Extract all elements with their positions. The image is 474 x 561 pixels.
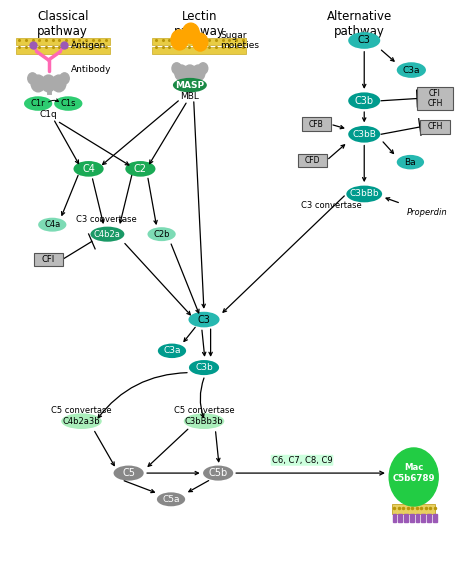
Text: C3bBb: C3bBb [349, 190, 379, 199]
FancyBboxPatch shape [298, 154, 327, 167]
Text: C5: C5 [122, 468, 135, 478]
Text: C1s: C1s [61, 99, 76, 108]
Circle shape [389, 448, 438, 506]
Text: C3: C3 [358, 35, 371, 45]
Ellipse shape [173, 78, 207, 93]
FancyBboxPatch shape [152, 47, 246, 54]
Text: Ba: Ba [405, 158, 416, 167]
Circle shape [175, 65, 188, 81]
FancyBboxPatch shape [420, 120, 450, 134]
Text: MBL: MBL [181, 92, 199, 101]
Ellipse shape [189, 360, 219, 375]
Text: Alternative
pathway: Alternative pathway [327, 10, 392, 38]
Text: C6, C7, C8, C9: C6, C7, C8, C9 [272, 456, 332, 465]
Bar [410, 514, 414, 522]
Ellipse shape [203, 466, 233, 481]
Bar [404, 514, 408, 522]
Text: CFH: CFH [427, 122, 443, 131]
Text: C3: C3 [198, 315, 210, 325]
Circle shape [198, 63, 208, 74]
Text: C5a: C5a [162, 495, 180, 504]
Text: Antigen: Antigen [71, 41, 106, 50]
FancyBboxPatch shape [34, 252, 63, 266]
FancyBboxPatch shape [16, 47, 110, 54]
Bar [398, 514, 402, 522]
Text: C4b2a3b: C4b2a3b [63, 417, 100, 426]
Ellipse shape [189, 312, 219, 328]
Text: C5 convertase: C5 convertase [51, 406, 112, 415]
Text: C3a: C3a [163, 346, 181, 355]
Text: MASP: MASP [175, 81, 204, 90]
Ellipse shape [397, 62, 426, 78]
Text: C4b2a: C4b2a [94, 229, 121, 238]
Text: C3 convertase: C3 convertase [301, 201, 362, 210]
Ellipse shape [125, 161, 155, 177]
Ellipse shape [158, 343, 186, 358]
Text: C2b: C2b [154, 229, 170, 238]
Text: CFB: CFB [309, 119, 324, 128]
Ellipse shape [61, 413, 102, 429]
Bar [421, 514, 425, 522]
Bar [433, 514, 437, 522]
Text: CFI
CFH: CFI CFH [427, 89, 443, 108]
FancyBboxPatch shape [152, 38, 246, 45]
Text: CFD: CFD [305, 156, 320, 165]
Text: Properdin: Properdin [407, 208, 447, 217]
Bar [427, 514, 431, 522]
Circle shape [183, 65, 197, 81]
Text: Mac
C5b6789: Mac C5b6789 [392, 463, 435, 483]
Ellipse shape [184, 413, 224, 429]
FancyBboxPatch shape [392, 504, 435, 514]
Ellipse shape [397, 155, 424, 169]
Text: C3b: C3b [355, 96, 374, 106]
Text: C3bB: C3bB [352, 130, 376, 139]
Circle shape [192, 65, 205, 81]
Text: Antibody: Antibody [71, 65, 112, 74]
Ellipse shape [38, 218, 66, 232]
Ellipse shape [73, 161, 104, 177]
Text: C5b: C5b [209, 468, 228, 478]
Text: Lectin
pathway: Lectin pathway [174, 10, 225, 38]
Ellipse shape [54, 96, 82, 111]
Text: C1q: C1q [40, 110, 57, 119]
Circle shape [171, 30, 188, 50]
Ellipse shape [348, 32, 380, 49]
Bar [416, 514, 419, 522]
Circle shape [60, 73, 69, 84]
Ellipse shape [348, 126, 380, 142]
Bar [392, 514, 396, 522]
FancyBboxPatch shape [301, 117, 331, 131]
Circle shape [41, 75, 55, 92]
FancyBboxPatch shape [417, 87, 453, 111]
Text: C3b: C3b [195, 363, 213, 372]
Text: C3bBb3b: C3bBb3b [185, 417, 223, 426]
Circle shape [31, 75, 45, 92]
Ellipse shape [348, 93, 380, 109]
Text: C4: C4 [82, 164, 95, 174]
Ellipse shape [114, 466, 144, 481]
Ellipse shape [346, 186, 382, 203]
Ellipse shape [24, 96, 52, 111]
Text: C2: C2 [134, 164, 147, 174]
Text: C4a: C4a [44, 220, 60, 229]
Text: C3a: C3a [402, 66, 420, 75]
Text: C5 convertase: C5 convertase [173, 406, 234, 415]
FancyBboxPatch shape [16, 38, 110, 45]
Circle shape [182, 23, 199, 43]
Text: Classical
pathway: Classical pathway [37, 10, 88, 38]
Circle shape [172, 63, 182, 74]
Circle shape [52, 75, 66, 92]
Text: Sugar
moieties: Sugar moieties [220, 31, 259, 50]
Circle shape [193, 33, 208, 51]
Text: CFI: CFI [42, 255, 55, 264]
Text: C3 convertase: C3 convertase [76, 215, 137, 224]
Ellipse shape [157, 493, 185, 506]
Text: C1r: C1r [31, 99, 46, 108]
Circle shape [28, 73, 37, 84]
Ellipse shape [147, 227, 176, 241]
Ellipse shape [91, 227, 124, 242]
